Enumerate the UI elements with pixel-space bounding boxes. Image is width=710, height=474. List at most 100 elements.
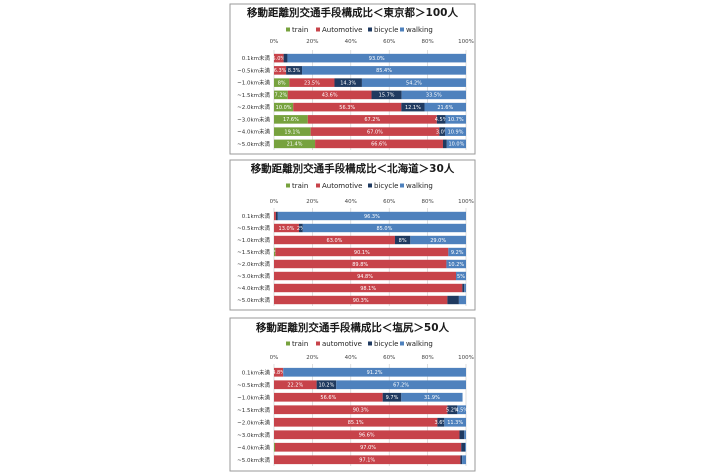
bar-segment-train — [274, 127, 311, 136]
data-label: 14.3% — [340, 80, 356, 86]
x-tick-label: 0% — [270, 199, 279, 205]
x-tick-label: 60% — [383, 355, 395, 361]
bar-segment-train — [274, 78, 290, 87]
x-tick-label: 0% — [270, 355, 279, 361]
data-label: 67.2% — [364, 117, 380, 123]
bar-segment-automotive — [293, 102, 402, 112]
bar-segment-walking — [464, 283, 466, 293]
legend-label: walking — [406, 26, 433, 34]
data-label: 11.3% — [447, 420, 463, 426]
category-label: ~2.0km未満 — [237, 418, 270, 426]
data-label: 10.2% — [318, 383, 334, 389]
x-tick-label: 80% — [421, 199, 433, 205]
bar-segment-walking — [401, 90, 466, 100]
bar-segment-walking — [283, 367, 466, 377]
bar-segment-bicycle — [461, 442, 466, 452]
data-label: 1% — [271, 250, 279, 256]
bar-segment-bicycle — [447, 295, 459, 305]
bar-segment-walking — [445, 127, 466, 136]
bar-segment-bicycle — [462, 283, 465, 293]
category-label: ~5.0km未満 — [237, 140, 270, 148]
legend-marker-4 — [400, 341, 404, 346]
x-tick-label: 40% — [345, 199, 357, 205]
bar-segment-bicycle — [447, 405, 458, 415]
category-label: ~3.0km未満 — [237, 431, 270, 439]
data-label: 3.6% — [434, 420, 447, 426]
data-label: 96.6% — [359, 433, 375, 439]
bar-segment-automotive — [274, 259, 447, 269]
bar-segment-automotive — [274, 455, 461, 465]
data-label: 94.8% — [357, 274, 373, 280]
category-label: ~4.0km未満 — [237, 128, 270, 136]
bar-segment-bicycle — [298, 223, 303, 233]
data-label: 17.6% — [283, 117, 299, 123]
category-label: ~1.0km未満 — [237, 79, 270, 87]
bar-segment-walking — [336, 380, 466, 390]
bar-segment-bicycle — [442, 139, 447, 149]
bar-segment-walking — [462, 455, 466, 465]
bar-segment-walking — [457, 405, 466, 415]
bar-segment-bicycle — [437, 417, 445, 427]
bar-segment-bicycle — [439, 127, 446, 136]
category-label: ~0.5km未満 — [237, 381, 270, 389]
bar-segment-walking — [445, 115, 466, 124]
data-label: 97.0% — [360, 445, 376, 451]
category-label: ~5.0km未満 — [237, 296, 270, 304]
x-tick-label: 60% — [383, 39, 395, 45]
category-label: ~0.5km未満 — [237, 66, 270, 74]
category-label: ~5.0km未満 — [237, 456, 270, 464]
data-label: 8% — [278, 80, 286, 86]
bar-segment-walking — [446, 259, 466, 269]
legend-marker-2 — [316, 183, 320, 188]
data-label: 56.3% — [339, 105, 355, 111]
bar-segment-automotive — [315, 139, 443, 149]
chart-panel-2: 移動距離別交通手段構成比＜北海道＞30人 train Automotive bicyc… — [229, 159, 476, 311]
data-label: 56.6% — [320, 395, 336, 401]
data-label: 97.1% — [359, 458, 375, 464]
bar-segment-automotive — [274, 223, 299, 233]
x-tick-label: 100% — [458, 39, 474, 45]
data-label: 23.5% — [304, 80, 320, 86]
bar-segment-walking — [424, 102, 466, 112]
data-label: 43.6% — [322, 93, 338, 99]
legend-label: Automotive — [322, 26, 363, 34]
data-label: 31.9% — [424, 395, 440, 401]
bar-segment-automotive — [275, 247, 449, 257]
bar-segment-train — [274, 247, 276, 257]
legend-marker-3 — [368, 27, 372, 32]
bar-segment-bicycle — [401, 102, 425, 112]
x-tick-label: 60% — [383, 199, 395, 205]
data-label: 10.2% — [448, 262, 464, 268]
data-label: 4.5% — [455, 408, 468, 414]
bar-segment-automotive — [274, 271, 457, 281]
category-label: ~2.0km未満 — [237, 103, 270, 111]
bar-segment-automotive — [274, 367, 284, 377]
data-label: 90.3% — [353, 408, 369, 414]
legend-label: bicycle — [374, 340, 398, 348]
category-label: ~3.0km未満 — [237, 115, 270, 123]
data-label: 89.8% — [352, 262, 368, 268]
bar-segment-bicycle — [316, 380, 337, 390]
bar-segment-automotive — [274, 66, 287, 75]
bar-segment-bicycle — [382, 392, 402, 402]
bar-segment-walking — [302, 66, 466, 75]
data-label: 10.0% — [448, 142, 464, 148]
data-label: 19.1% — [284, 129, 300, 135]
data-label: 29.0% — [430, 238, 446, 244]
data-label: 8.3% — [288, 68, 301, 74]
x-tick-label: 20% — [306, 199, 318, 205]
bar-segment-train — [274, 115, 308, 124]
bar-segment-automotive — [274, 442, 462, 452]
x-tick-label: 100% — [458, 355, 474, 361]
data-label: 12.1% — [405, 105, 421, 111]
bar-segment-walking — [277, 211, 466, 221]
x-tick-label: 40% — [345, 39, 357, 45]
legend-marker-1 — [286, 341, 290, 346]
legend-label: Automotive — [322, 182, 363, 190]
category-label: 0.1km未満 — [242, 368, 271, 376]
x-tick-label: 100% — [458, 199, 474, 205]
legend-label: train — [292, 26, 308, 34]
bar-segment-train — [274, 442, 275, 452]
data-label: 85.1% — [348, 420, 364, 426]
